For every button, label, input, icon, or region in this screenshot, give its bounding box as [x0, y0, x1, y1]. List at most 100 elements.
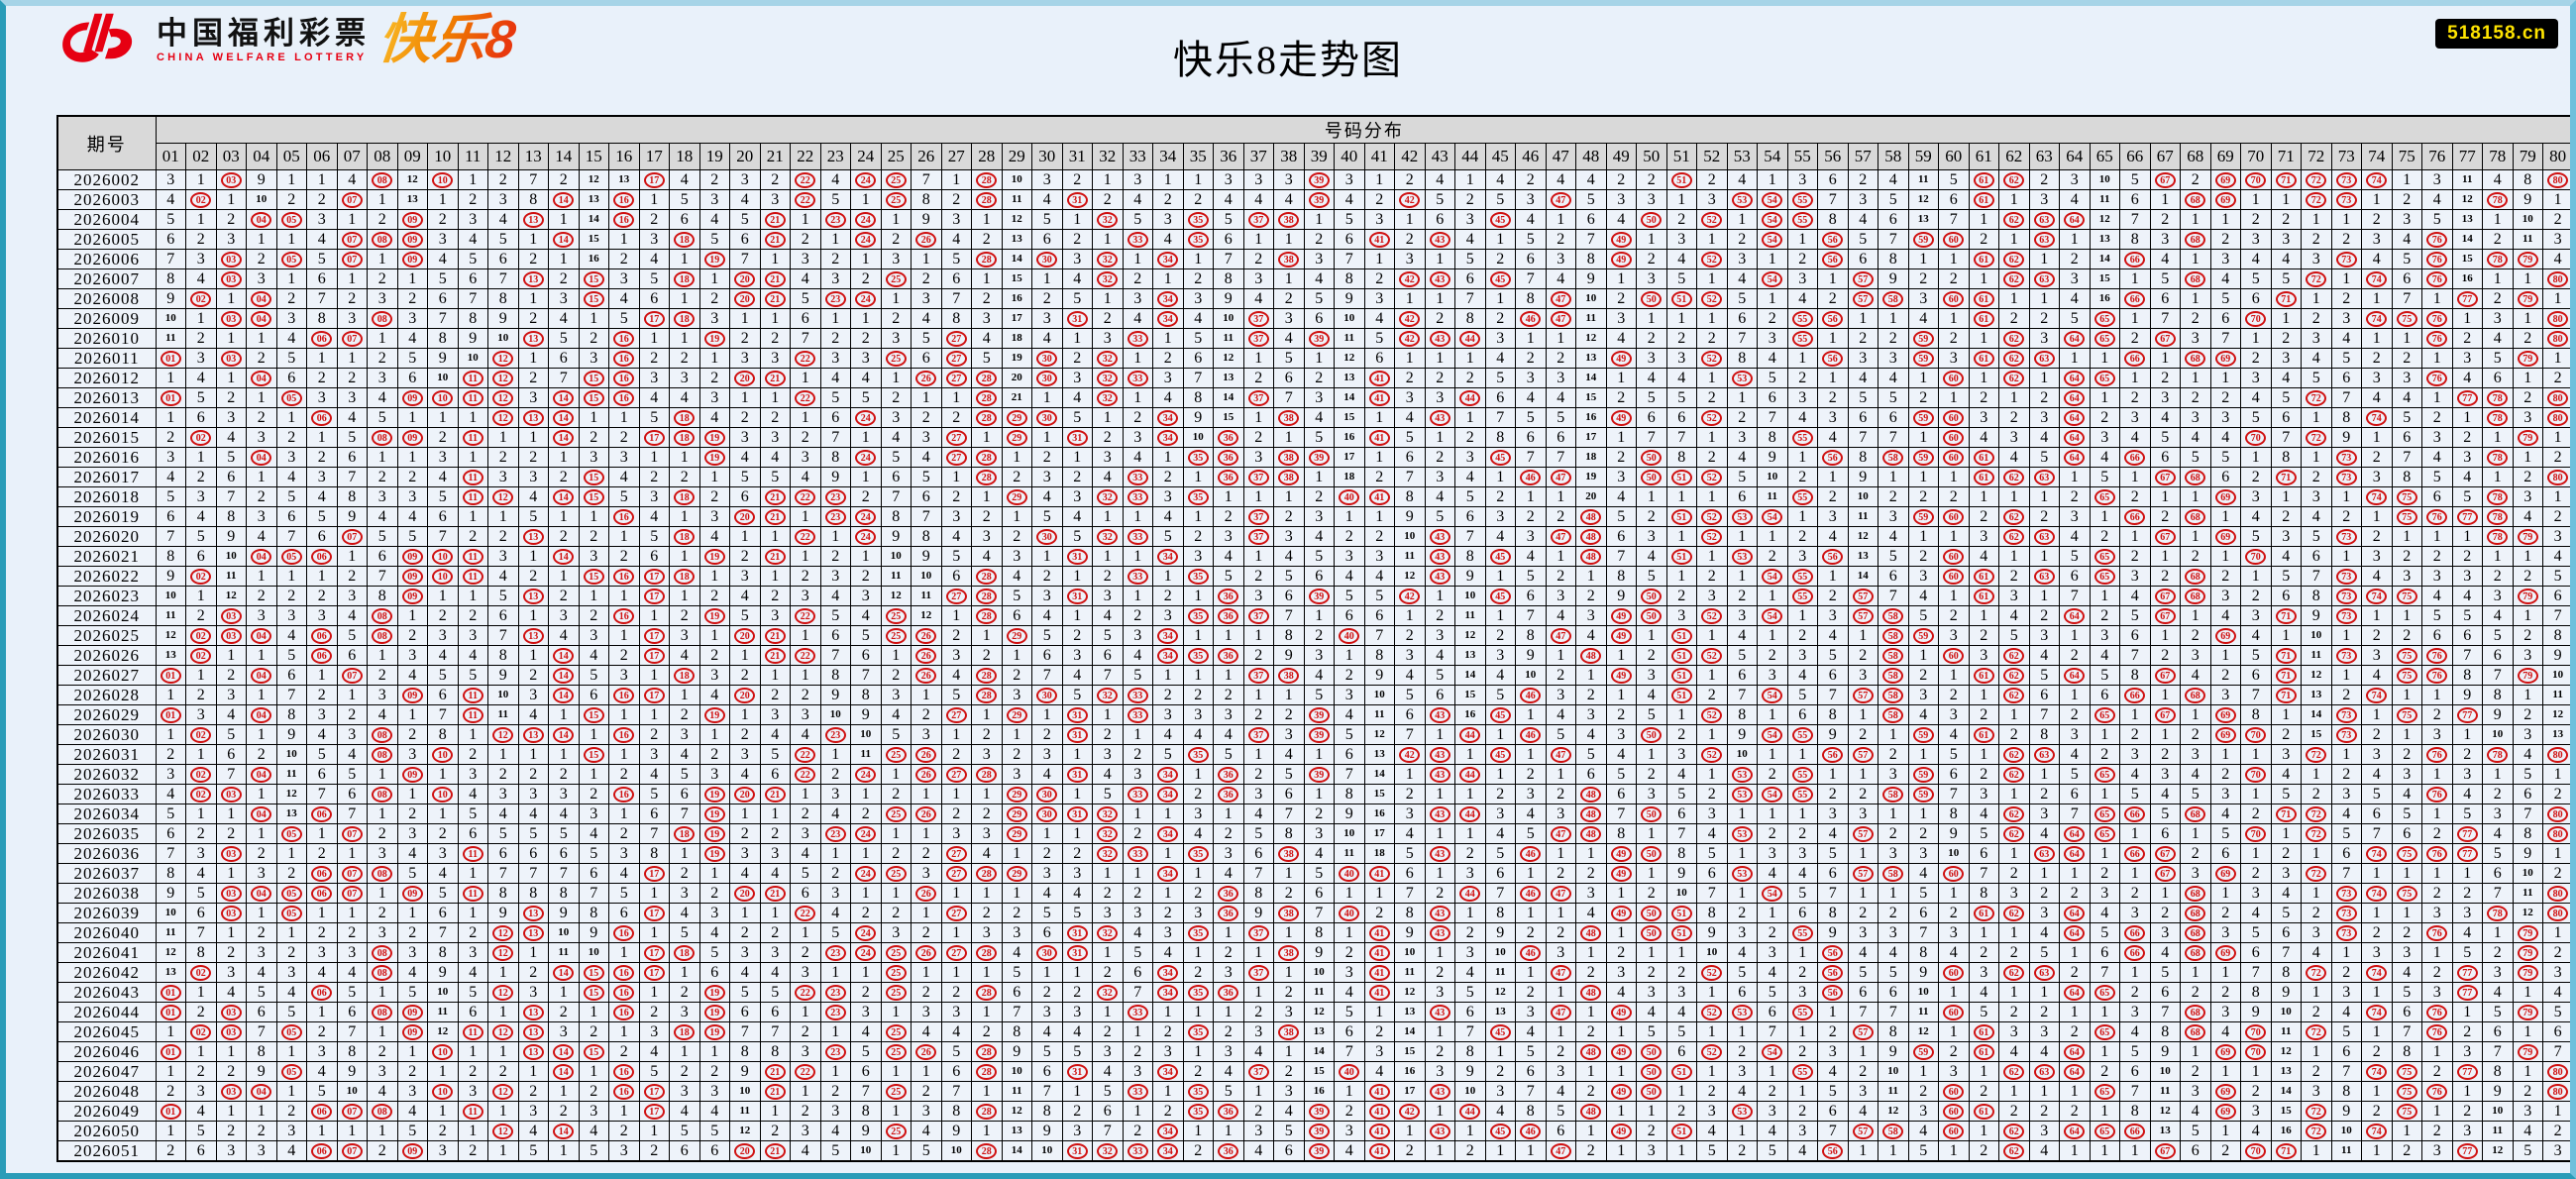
omission-cell: 2 — [1907, 387, 1939, 408]
drawn-ball: 68 — [2185, 886, 2206, 903]
table-row: 2026029 01 3 4 04 8 3 2 4 1 7 11 11 4 1 15 1 1 2 19 1 3 3 10 9 4 2… — [56, 704, 2570, 725]
drawn-ball: 06 — [311, 331, 333, 348]
drawn-cell: 33 — [1122, 526, 1153, 547]
omission-cell: 7 — [427, 308, 459, 329]
table-row: 2026046 01 1 1 8 1 3 8 2 1 10 1 1 13 14 15 2 4 1 1 8 8 3 23 5 25 2… — [56, 1041, 2570, 1062]
omission-cell: 4 — [1031, 328, 1063, 349]
omission-cell: 1 — [487, 1101, 519, 1122]
omission-cell: 3 — [729, 744, 761, 765]
drawn-cell: 16 — [608, 328, 640, 349]
omission-cell: 1 — [457, 407, 488, 428]
omission-cell: 1 — [608, 1101, 640, 1122]
omission-cell: 1 — [1122, 804, 1153, 824]
omission-cell: 1 — [698, 348, 730, 369]
omission-cell: 1 — [1031, 268, 1063, 289]
drawn-ball: 79 — [2517, 668, 2538, 685]
omission-cell: 1 — [2270, 486, 2302, 507]
omission-cell: 4 — [427, 249, 459, 269]
omission-cell: 5 — [1213, 566, 1244, 587]
omission-cell: 9 — [487, 903, 519, 923]
drawn-cell: 19 — [698, 328, 730, 349]
drawn-cell: 62 — [1998, 685, 2030, 705]
omission-cell: 2 — [246, 348, 277, 369]
omission-cell: 4 — [1636, 546, 1667, 567]
omission-cell: 1 — [578, 308, 609, 329]
drawn-cell: 42 — [1394, 744, 1426, 765]
omission-cell: 6 — [1394, 704, 1426, 725]
omission-cell: 3 — [1424, 982, 1455, 1003]
omission-cell: 5 — [2391, 804, 2422, 824]
omission-cell: 3 — [246, 427, 277, 448]
omission-cell: 8 — [2119, 1101, 2151, 1122]
drawn-ball: 42 — [1399, 271, 1421, 288]
omission-cell: 4 — [2119, 1021, 2151, 1042]
omission-cell: 5 — [1213, 1081, 1244, 1102]
omission-cell: 12 — [1484, 982, 1516, 1003]
omission-cell: 4 — [1575, 169, 1607, 190]
drawn-cell: 58 — [1878, 704, 1909, 725]
omission-cell: 1 — [1454, 348, 1486, 369]
omission-cell: 1 — [2149, 625, 2181, 646]
omission-cell: 1 — [608, 804, 640, 824]
omission-cell: 6 — [1334, 1021, 1365, 1042]
omission-cell: 6 — [457, 823, 488, 844]
omission-cell: 1 — [1424, 288, 1455, 309]
drawn-cell: 72 — [2301, 189, 2332, 210]
omission-cell: 13 — [155, 645, 186, 666]
drawn-ball: 45 — [1489, 450, 1511, 467]
drawn-ball: 13 — [522, 212, 544, 229]
drawn-ball: 80 — [2547, 1064, 2569, 1081]
drawn-ball: 62 — [2003, 172, 2025, 189]
omission-cell: 5 — [1515, 823, 1547, 844]
drawn-ball: 74 — [2366, 886, 2388, 903]
drawn-cell: 74 — [2361, 1061, 2393, 1082]
omission-cell: 7 — [1878, 229, 1909, 250]
drawn-ball: 13 — [522, 925, 544, 942]
omission-cell: 8 — [1031, 1101, 1063, 1122]
drawn-cell: 69 — [2209, 1101, 2241, 1122]
drawn-cell: 08 — [367, 605, 398, 626]
drawn-cell: 56 — [1817, 229, 1849, 250]
omission-cell: 3 — [2270, 744, 2302, 765]
omission-cell: 3 — [275, 962, 307, 983]
drawn-ball: 49 — [1610, 846, 1632, 863]
omission-cell: 2 — [2301, 229, 2332, 250]
omission-cell: 4 — [669, 169, 700, 190]
omission-cell: 2 — [1786, 368, 1818, 388]
omission-cell: 3 — [306, 387, 338, 408]
column-header: 06 — [306, 143, 338, 170]
drawn-cell: 67 — [2149, 605, 2181, 626]
omission-cell: 2 — [215, 209, 247, 230]
omission-cell: 4 — [2059, 744, 2091, 765]
drawn-ball: 25 — [885, 192, 907, 209]
omission-cell: 2 — [457, 189, 488, 210]
drawn-ball: 25 — [885, 271, 907, 288]
omission-cell: 8 — [1454, 308, 1486, 329]
drawn-ball: 43 — [1429, 271, 1450, 288]
drawn-ball: 23 — [824, 945, 846, 962]
drawn-cell: 71 — [2270, 288, 2302, 309]
omission-cell: 5 — [2149, 268, 2181, 289]
omission-cell: 11 — [2270, 1021, 2302, 1042]
drawn-ball: 32 — [1097, 271, 1119, 288]
omission-cell: 4 — [2361, 665, 2393, 686]
omission-cell: 5 — [2149, 804, 2181, 824]
drawn-cell: 60 — [1938, 863, 1970, 884]
omission-cell: 2 — [1757, 308, 1788, 329]
drawn-ball: 28 — [976, 450, 998, 467]
omission-cell: 5 — [2542, 1002, 2570, 1022]
drawn-ball: 36 — [1218, 470, 1239, 486]
drawn-cell: 33 — [1122, 566, 1153, 587]
drawn-cell: 51 — [1665, 685, 1697, 705]
drawn-cell: 05 — [275, 903, 307, 923]
omission-cell: 2 — [487, 526, 519, 547]
omission-cell: 4 — [1484, 169, 1516, 190]
omission-cell: 1 — [1334, 922, 1365, 943]
omission-cell: 1 — [2119, 368, 2151, 388]
drawn-cell: 46 — [1515, 883, 1547, 904]
omission-cell: 4 — [729, 586, 761, 606]
drawn-ball: 35 — [1187, 925, 1209, 942]
omission-cell: 4 — [2240, 249, 2272, 269]
drawn-ball: 11 — [462, 371, 483, 387]
omission-cell: 2 — [850, 982, 882, 1003]
